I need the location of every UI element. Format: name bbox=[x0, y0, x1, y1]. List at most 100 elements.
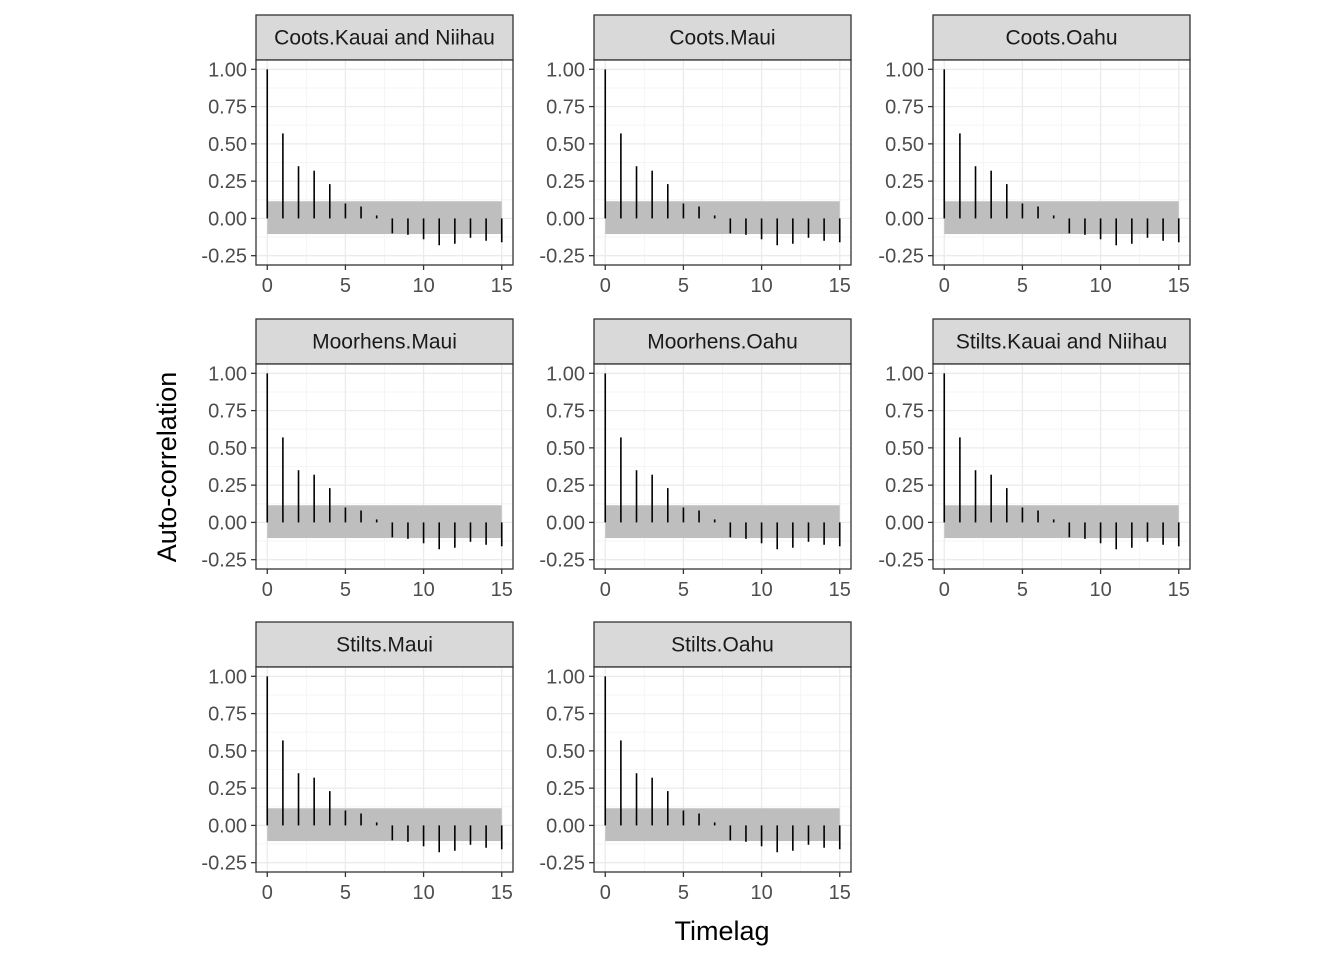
panel-border bbox=[255, 363, 514, 570]
strip-title: Moorhens.Oahu bbox=[647, 331, 798, 354]
x-tick-label: 10 bbox=[412, 275, 434, 297]
y-tick-label: 0.25 bbox=[885, 475, 924, 497]
x-tick-label: 0 bbox=[600, 882, 611, 904]
y-tick-label: 0.50 bbox=[546, 741, 585, 763]
x-tick-label: 5 bbox=[1017, 579, 1028, 601]
x-tick-label: 0 bbox=[600, 275, 611, 297]
facet-panel: Coots.Maui -0.25 0.00 0.25 0.50 0.75 1.00 0 5 10 1… bbox=[539, 14, 852, 297]
strip-title: Stilts.Oahu bbox=[671, 634, 774, 657]
x-axis-title: Timelag bbox=[674, 916, 769, 946]
x-tick-label: 5 bbox=[340, 882, 351, 904]
x-tick-label: 15 bbox=[829, 579, 851, 601]
panel-border bbox=[932, 363, 1191, 570]
confidence-band bbox=[605, 201, 840, 235]
y-tick-label: 1.00 bbox=[208, 363, 247, 385]
y-tick-label: 0.75 bbox=[208, 401, 247, 423]
x-tick-label: 0 bbox=[262, 882, 273, 904]
y-tick-label: 0.25 bbox=[208, 475, 247, 497]
x-tick-label: 5 bbox=[340, 579, 351, 601]
y-tick-label: 0.00 bbox=[885, 512, 924, 534]
y-tick-label: 0.00 bbox=[546, 208, 585, 230]
confidence-band bbox=[267, 505, 502, 539]
y-tick-label: -0.25 bbox=[201, 246, 247, 268]
y-tick-label: 0.75 bbox=[208, 97, 247, 119]
facet-panel: Coots.Oahu -0.25 0.00 0.25 0.50 0.75 1.00 0 5 10 1… bbox=[878, 14, 1191, 297]
y-tick-label: 0.50 bbox=[885, 134, 924, 156]
y-tick-label: -0.25 bbox=[201, 853, 247, 875]
panel-border bbox=[593, 666, 852, 873]
panel-border bbox=[255, 59, 514, 266]
x-tick-label: 0 bbox=[939, 579, 950, 601]
x-tick-label: 0 bbox=[600, 579, 611, 601]
y-tick-label: 0.00 bbox=[546, 815, 585, 837]
x-tick-label: 0 bbox=[939, 275, 950, 297]
strip-title: Coots.Oahu bbox=[1005, 27, 1117, 50]
y-tick-label: 0.25 bbox=[208, 171, 247, 193]
y-tick-label: 0.50 bbox=[885, 438, 924, 460]
y-tick-label: -0.25 bbox=[539, 853, 585, 875]
x-tick-label: 0 bbox=[262, 579, 273, 601]
y-tick-label: 0.50 bbox=[208, 741, 247, 763]
y-tick-label: 0.75 bbox=[885, 401, 924, 423]
x-tick-label: 15 bbox=[491, 579, 513, 601]
x-tick-label: 15 bbox=[1168, 579, 1190, 601]
x-tick-label: 10 bbox=[750, 275, 772, 297]
strip-background bbox=[593, 14, 852, 61]
facet-panels: Coots.Kauai and Niihau -0.25 0.00 0.25 0.50 0… bbox=[201, 14, 1191, 904]
x-tick-label: 10 bbox=[1089, 579, 1111, 601]
x-tick-label: 15 bbox=[829, 882, 851, 904]
y-tick-label: 1.00 bbox=[885, 59, 924, 81]
y-tick-label: -0.25 bbox=[878, 550, 924, 572]
x-tick-label: 5 bbox=[340, 275, 351, 297]
y-tick-label: 1.00 bbox=[208, 59, 247, 81]
x-tick-label: 10 bbox=[750, 579, 772, 601]
x-tick-label: 0 bbox=[262, 275, 273, 297]
y-tick-label: 1.00 bbox=[208, 666, 247, 688]
strip-title: Moorhens.Maui bbox=[312, 331, 457, 354]
x-tick-label: 10 bbox=[1089, 275, 1111, 297]
facet-panel: Stilts.Kauai and Niihau -0.25 0.00 0.25 0.50… bbox=[878, 318, 1191, 601]
strip-title: Coots.Kauai and Niihau bbox=[274, 27, 495, 50]
y-tick-label: -0.25 bbox=[201, 550, 247, 572]
y-tick-label: 1.00 bbox=[546, 666, 585, 688]
y-tick-label: 0.00 bbox=[208, 815, 247, 837]
confidence-band bbox=[605, 808, 840, 842]
strip-background bbox=[255, 621, 514, 668]
y-tick-label: 0.25 bbox=[546, 475, 585, 497]
y-tick-label: 0.00 bbox=[208, 208, 247, 230]
y-tick-label: 0.25 bbox=[885, 171, 924, 193]
x-tick-label: 10 bbox=[412, 579, 434, 601]
panel-border bbox=[932, 59, 1191, 266]
panel-border bbox=[593, 363, 852, 570]
y-tick-label: 0.50 bbox=[546, 134, 585, 156]
x-tick-label: 15 bbox=[829, 275, 851, 297]
strip-background bbox=[255, 318, 514, 365]
y-tick-label: 0.75 bbox=[546, 401, 585, 423]
confidence-band bbox=[267, 808, 502, 842]
facet-panel: Stilts.Maui -0.25 0.00 0.25 0.50 0.75 1.00 0 5 10… bbox=[201, 621, 514, 904]
y-tick-label: 1.00 bbox=[546, 59, 585, 81]
y-tick-label: 1.00 bbox=[885, 363, 924, 385]
y-tick-label: -0.25 bbox=[539, 246, 585, 268]
strip-background bbox=[255, 14, 514, 61]
y-tick-label: -0.25 bbox=[878, 246, 924, 268]
panel-border bbox=[255, 666, 514, 873]
y-axis-title: Auto-correlation bbox=[152, 372, 182, 563]
facet-panel: Stilts.Oahu -0.25 0.00 0.25 0.50 0.75 1.00 0 5 10… bbox=[539, 621, 852, 904]
y-tick-label: 1.00 bbox=[546, 363, 585, 385]
confidence-band bbox=[944, 505, 1179, 539]
facet-panel: Moorhens.Maui -0.25 0.00 0.25 0.50 0.75 1.00 0 5… bbox=[201, 318, 514, 601]
y-tick-label: 0.00 bbox=[546, 512, 585, 534]
strip-title: Stilts.Kauai and Niihau bbox=[956, 331, 1167, 354]
y-tick-label: 0.50 bbox=[208, 134, 247, 156]
x-tick-label: 5 bbox=[678, 882, 689, 904]
x-tick-label: 15 bbox=[491, 275, 513, 297]
strip-title: Stilts.Maui bbox=[336, 634, 433, 657]
x-tick-label: 10 bbox=[750, 882, 772, 904]
y-tick-label: 0.75 bbox=[208, 704, 247, 726]
facet-panel: Coots.Kauai and Niihau -0.25 0.00 0.25 0.50 0… bbox=[201, 14, 514, 297]
y-tick-label: 0.25 bbox=[208, 778, 247, 800]
x-tick-label: 10 bbox=[412, 882, 434, 904]
facet-panel: Moorhens.Oahu -0.25 0.00 0.25 0.50 0.75 1.00 0 5… bbox=[539, 318, 852, 601]
y-tick-label: 0.00 bbox=[885, 208, 924, 230]
